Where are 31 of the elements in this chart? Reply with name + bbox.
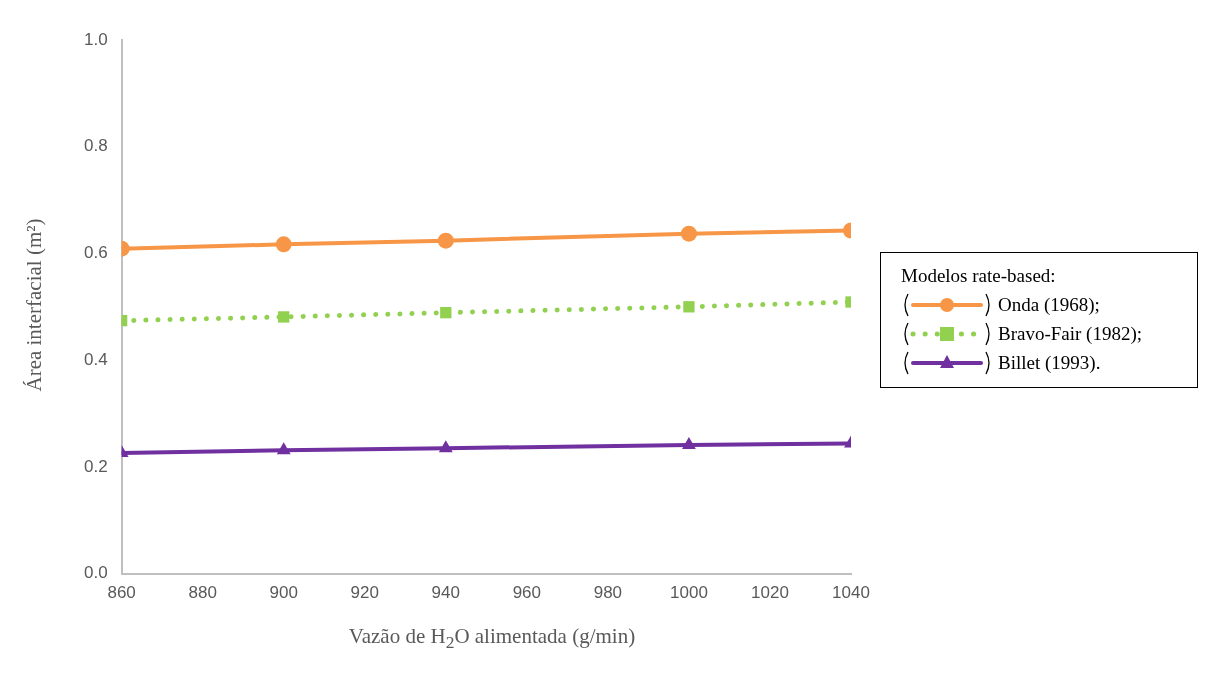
x-axis-title: Vazão de H$_{2}$O alimentada (g/min) bbox=[347, 624, 637, 654]
text: Billet (1993). bbox=[998, 351, 1101, 375]
y-tick-label: 0.8 bbox=[83, 136, 108, 156]
y-tick-label: 0.4 bbox=[83, 349, 108, 369]
point bbox=[438, 440, 453, 453]
legend-title: Modelos rate-based: bbox=[901, 264, 1057, 288]
x-tick-label: 1000 bbox=[670, 583, 708, 603]
y-tick-label: 1.0 bbox=[83, 29, 108, 49]
y-tick-label: 0.2 bbox=[83, 456, 108, 476]
point bbox=[440, 307, 452, 319]
y-axis-title: Área interfacial (m²) bbox=[21, 218, 47, 392]
point bbox=[278, 311, 290, 323]
x-tick-label: 980 bbox=[593, 583, 623, 603]
point bbox=[681, 437, 696, 449]
point bbox=[680, 225, 697, 242]
y-tick-label: 0.0 bbox=[83, 563, 108, 583]
x-tick-label: 920 bbox=[350, 583, 379, 603]
text: Bravo-Fair (1982); bbox=[998, 322, 1143, 346]
point bbox=[683, 301, 695, 313]
x-tick-label: 1040 bbox=[832, 583, 870, 603]
point bbox=[437, 232, 454, 249]
text: Onda (1968); bbox=[998, 293, 1100, 317]
point bbox=[276, 442, 291, 455]
x-tick-label: 940 bbox=[431, 583, 460, 603]
x-tick-label: 900 bbox=[269, 583, 298, 603]
x-tick-label: 960 bbox=[512, 583, 542, 603]
x-tick-label: 880 bbox=[188, 583, 217, 603]
y-tick-label: 0.6 bbox=[83, 243, 108, 263]
x-tick-label: 1020 bbox=[751, 583, 789, 603]
x-tick-label: 860 bbox=[107, 583, 136, 603]
point bbox=[275, 236, 292, 253]
